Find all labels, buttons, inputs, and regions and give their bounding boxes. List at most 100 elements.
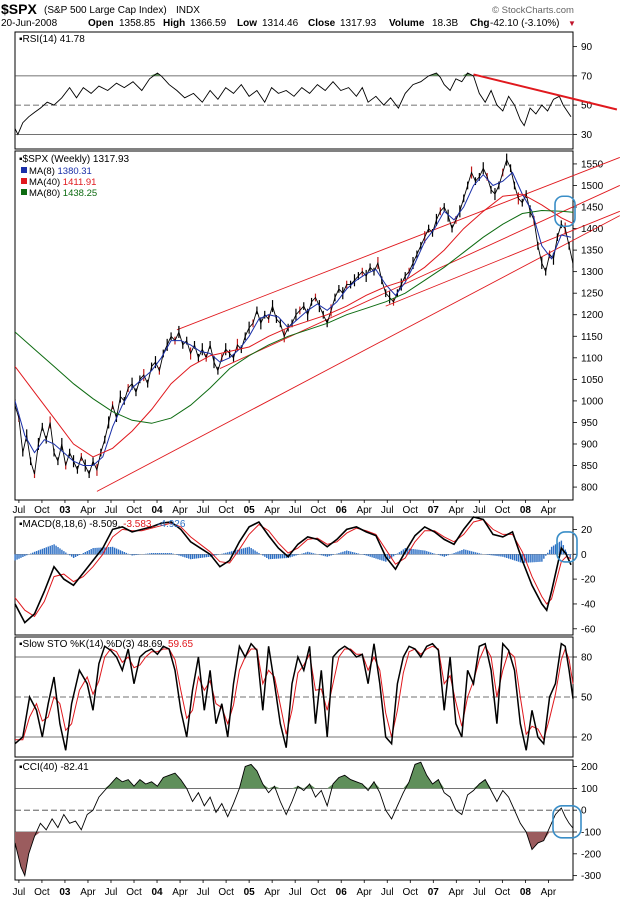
panel-frame	[14, 759, 574, 881]
chg-value: -42.10 (-3.10%)	[490, 18, 559, 29]
macd-hist-bar	[30, 553, 32, 555]
y-tick-label: -200	[581, 849, 601, 860]
copyright: © StockCharts.com	[492, 5, 574, 16]
macd-hist-bar	[500, 554, 502, 557]
macd-hist-bar	[414, 549, 416, 555]
x-tick-label: Jul	[105, 887, 118, 898]
y-tick-label: -300	[581, 871, 601, 882]
x-tick-label: Jul	[197, 887, 210, 898]
macd-hist-bar	[135, 554, 137, 556]
macd-hist-bar	[113, 547, 116, 555]
x-tick-label: Jul	[105, 505, 118, 516]
macd-hist-bar	[37, 550, 40, 555]
x-tick-label: Oct	[218, 505, 234, 516]
macd-hist-bar	[225, 552, 227, 555]
low-label: Low	[237, 18, 257, 29]
macd-hist-bar	[443, 554, 446, 557]
macd-hist-bar	[422, 550, 424, 555]
x-tick-label: Apr	[449, 887, 465, 898]
y-tick-label: 100	[581, 784, 598, 795]
macd-hist-bar	[195, 554, 198, 559]
macd-hist-bar	[515, 554, 518, 562]
macd-hist-bar	[250, 548, 252, 555]
macd-hist-bar	[431, 553, 434, 555]
macd-hist-bar	[424, 550, 426, 555]
macd-hist-bar	[16, 554, 18, 560]
macd-hist-bar	[150, 553, 153, 555]
macd-hist-bar	[166, 553, 168, 555]
macd-hist-bar	[312, 553, 315, 555]
y-tick-label: 20	[581, 525, 593, 536]
macd-hist-bar	[389, 554, 391, 559]
macd-hist-bar	[535, 554, 537, 563]
macd-hist-bar	[301, 553, 303, 555]
price-label: ▪$SPX (Weekly) 1317.93	[19, 154, 130, 165]
macd-hist-bar	[396, 553, 399, 555]
macd-hist-bar	[523, 554, 526, 563]
macd-hist-bar	[133, 554, 135, 556]
macd-hist-bar	[273, 554, 276, 559]
highlight-circle	[554, 195, 576, 228]
high-value: 1366.59	[190, 18, 227, 29]
x-tick-label: Oct	[403, 887, 419, 898]
macd-hist-bar	[548, 549, 551, 555]
macd-hist-bar	[18, 554, 20, 559]
volume-value: 18.3B	[432, 18, 458, 29]
macd-hist-bar	[550, 546, 553, 555]
open-value: 1358.85	[119, 18, 156, 29]
x-tick-label: Oct	[310, 505, 326, 516]
macd-hist-bar	[525, 554, 527, 563]
macd-hist-bar	[205, 554, 208, 558]
macd-hist-bar	[269, 554, 272, 560]
macd-hist-bar	[86, 551, 88, 555]
macd-hist-bar	[41, 548, 44, 555]
macd-hist-bar	[199, 554, 202, 558]
macd-hist-bar	[305, 552, 307, 555]
macd-hist-bar	[392, 554, 395, 557]
y-tick-label: 0	[581, 806, 587, 817]
y-tick-label: 70	[581, 71, 593, 82]
x-tick-label: Apr	[541, 505, 557, 516]
x-tick-label: 05	[244, 887, 256, 898]
macd-line	[14, 516, 572, 624]
macd-hist-bar	[164, 553, 167, 555]
macd-hist-bar	[111, 546, 114, 555]
macd-hist-bar	[457, 551, 459, 555]
macd-hist-bar	[322, 554, 325, 556]
macd-hist-bar	[293, 554, 295, 557]
macd-hist-bar	[20, 554, 22, 558]
macd-hist-bar	[227, 552, 229, 555]
macd-hist-bar	[125, 552, 128, 555]
macd-hist-bar	[377, 554, 379, 560]
macd-hist-bar	[320, 554, 323, 556]
macd-hist-bar	[70, 554, 73, 557]
macd-hist-bar	[248, 546, 250, 555]
y-tick-label: 900	[581, 439, 598, 450]
macd-hist-bar	[428, 551, 430, 555]
macd-hist-bar	[57, 547, 59, 555]
macd-hist-bar	[492, 554, 494, 556]
macd-hist-bar	[258, 553, 260, 555]
macd-hist-bar	[74, 554, 77, 557]
macd-hist-bar	[264, 554, 266, 557]
macd-hist-bar	[303, 553, 305, 555]
cci-line	[14, 761, 574, 878]
macd-hist-bar	[494, 554, 496, 556]
price-trendline-3	[385, 210, 620, 307]
symbol: $SPX	[1, 1, 37, 17]
cci-label: ▪CCI(40) -82.41	[19, 762, 89, 773]
macd-hist-bar	[410, 548, 412, 555]
macd-hist-bar	[447, 554, 449, 556]
macd-hist-bar	[246, 547, 248, 555]
macd-hist-bar	[420, 550, 422, 555]
x-tick-label: Oct	[34, 887, 50, 898]
sto-k-line	[14, 641, 574, 751]
macd-hist-bar	[69, 554, 71, 556]
open-label: Open	[88, 18, 114, 29]
x-tick-label: Jul	[473, 505, 486, 516]
macd-hist-bar	[268, 554, 270, 560]
price-trendline-2	[219, 185, 620, 369]
macd-hist-bar	[119, 550, 122, 555]
macd-hist-bar	[437, 554, 440, 555]
macd-hist-bar	[291, 554, 293, 557]
